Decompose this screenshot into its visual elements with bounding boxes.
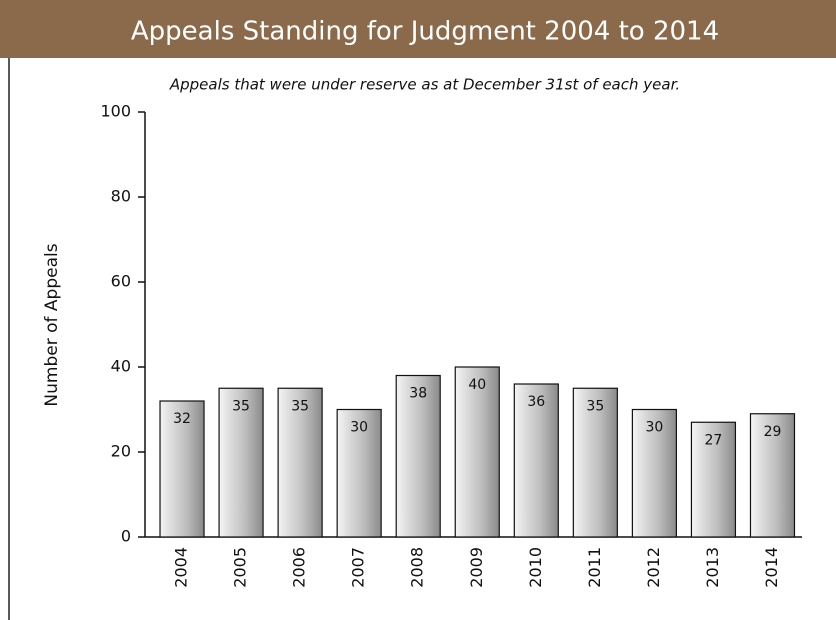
bar [218, 387, 264, 538]
bar [336, 408, 382, 538]
value-label: 32 [173, 411, 191, 427]
y-axis-label: Number of Appeals [42, 243, 62, 406]
x-tick-label: 2014 [762, 547, 781, 588]
value-label: 30 [645, 420, 663, 436]
x-tick-label: 2005 [231, 547, 250, 588]
bar [277, 387, 323, 538]
bar [395, 374, 441, 538]
value-label: 35 [232, 398, 250, 414]
value-label: 38 [409, 386, 427, 402]
value-label: 27 [705, 432, 723, 448]
bar [749, 413, 796, 538]
x-tick-label: 2004 [172, 547, 191, 588]
value-label: 30 [350, 420, 368, 436]
bar [159, 400, 205, 538]
x-tick-label: 2013 [703, 547, 722, 588]
x-tick-label: 2008 [408, 547, 427, 588]
y-tick-label: 100 [100, 102, 131, 121]
value-label: 40 [468, 377, 486, 393]
x-tick-label: 2007 [349, 547, 368, 588]
y-tick-label: 0 [121, 527, 131, 546]
bar [572, 387, 618, 538]
x-tick-label: 2006 [290, 547, 309, 588]
x-tick-label: 2012 [644, 547, 663, 588]
y-tick-label: 20 [111, 442, 131, 461]
value-label: 36 [527, 394, 545, 410]
x-tick-label: 2011 [585, 547, 604, 588]
bar [454, 366, 500, 538]
value-label: 29 [764, 424, 782, 440]
chart-title: Appeals Standing for Judgment 2004 to 20… [131, 17, 719, 47]
value-label: 35 [586, 398, 604, 414]
chart-subtitle: Appeals that were under reserve as at De… [169, 76, 680, 94]
bar [513, 383, 559, 538]
x-tick-label: 2010 [526, 547, 545, 588]
y-tick-label: 40 [111, 357, 131, 376]
y-tick-label: 60 [111, 272, 131, 291]
y-tick-label: 80 [111, 187, 131, 206]
bar [690, 421, 737, 538]
value-label: 35 [291, 398, 309, 414]
title-band [0, 0, 836, 58]
bar [631, 408, 677, 538]
x-tick-label: 2009 [467, 547, 486, 588]
